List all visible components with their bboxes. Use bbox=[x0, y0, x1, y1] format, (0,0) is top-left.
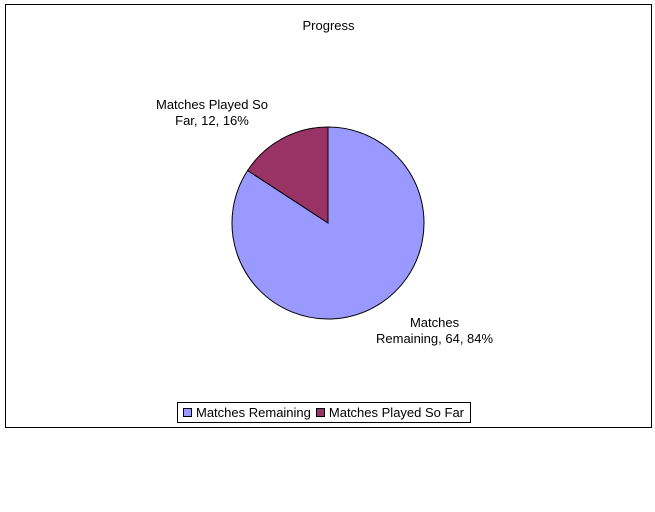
pie-chart bbox=[231, 126, 425, 320]
chart-legend: Matches Remaining Matches Played So Far bbox=[177, 402, 472, 423]
legend-item-matches-remaining: Matches Remaining bbox=[183, 405, 311, 420]
legend-swatch-matches-remaining bbox=[183, 408, 192, 417]
chart-area: Progress Matches Played So Far, 12, 16% … bbox=[5, 4, 652, 428]
chart-title: Progress bbox=[302, 18, 355, 33]
data-label-matches-remaining: Matches Remaining, 64, 84% bbox=[376, 315, 494, 346]
legend-item-matches-played: Matches Played So Far bbox=[315, 405, 465, 420]
legend-label-matches-played: Matches Played So Far bbox=[328, 405, 465, 420]
legend-swatch-matches-played bbox=[315, 408, 325, 417]
pie-slice-matches-played bbox=[246, 126, 329, 224]
pie-slice-matches-remaining bbox=[231, 126, 425, 320]
data-label-matches-played: Matches Played So Far, 12, 16% bbox=[156, 97, 269, 128]
legend-label-matches-remaining: Matches Remaining bbox=[196, 405, 311, 420]
